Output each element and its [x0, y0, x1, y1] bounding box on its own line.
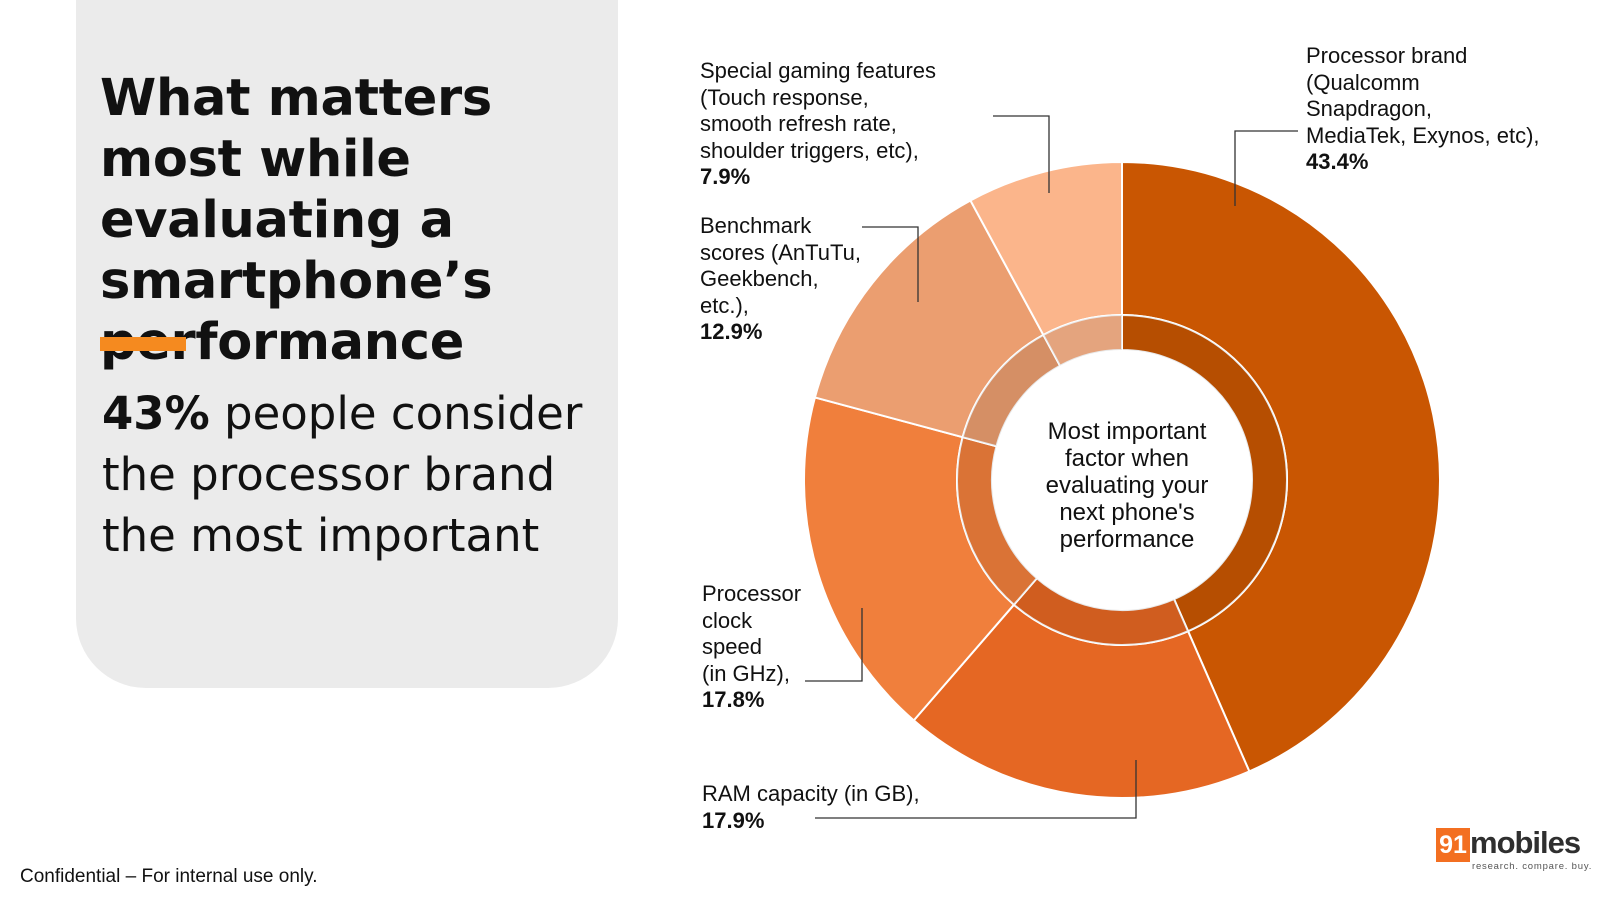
logo-tagline: research. compare. buy. — [1472, 861, 1593, 872]
logo-word: mobiles — [1470, 825, 1581, 860]
accent-divider — [100, 337, 186, 351]
slice-label-name: Special gaming features (Touch response,… — [700, 58, 937, 163]
donut-inner-shade — [1122, 315, 1287, 632]
slice-label-name: RAM capacity (in GB), — [702, 781, 920, 806]
slice-label-name: Benchmark scores (AnTuTu, Geekbench, etc… — [700, 213, 861, 318]
confidential-note: Confidential – For internal use only. — [20, 866, 318, 887]
donut-slice-inner-processor-brand — [1121, 313, 1288, 633]
slice-label-name: Processor brand (Qualcomm Snapdragon, Me… — [1306, 43, 1540, 148]
slice-label-value: 7.9% — [700, 164, 751, 189]
slice-label-processor-brand: Processor brand (Qualcomm Snapdragon, Me… — [1306, 43, 1540, 176]
slice-layer — [803, 160, 1441, 799]
slice-label-value: 17.8% — [702, 687, 765, 712]
donut-inner-shade — [1013, 578, 1189, 645]
donut-inner-shade — [962, 334, 1061, 447]
leader-line-processor-brand — [1234, 130, 1298, 206]
slice-label-value: 17.9% — [702, 807, 765, 833]
slice-label-clock-speed: Processor clock speed (in GHz), 17.8% — [702, 581, 801, 714]
donut-slice-inner-gaming-features — [1041, 313, 1123, 368]
key-stat-highlight: 43% — [102, 387, 210, 440]
slice-label-name: Processor clock speed (in GHz), — [702, 581, 802, 686]
leader-line-clock-speed — [805, 608, 863, 682]
leader-line-benchmark-scores — [862, 226, 919, 302]
key-stat: 43% people consider the processor brand … — [102, 383, 602, 566]
slice-label-value: 12.9% — [700, 319, 763, 344]
logo-number: 91 — [1436, 828, 1470, 862]
donut-hole — [993, 351, 1251, 609]
donut-inner-shade — [1043, 315, 1122, 366]
page-title: What matters most while evaluating a sma… — [100, 69, 493, 372]
key-stat-text: people consider the processor brand the … — [102, 387, 583, 562]
leader-line-ram-capacity — [815, 760, 1137, 819]
slice-label-gaming-features: Special gaming features (Touch response,… — [700, 58, 936, 191]
brand-logo: 91 mobiles research. compare. buy. — [1436, 825, 1591, 872]
donut-inner-shade — [956, 437, 1037, 605]
slice-label-value: 43.4% — [1306, 149, 1369, 174]
leader-line-gaming-features — [993, 115, 1050, 193]
connector-layer — [805, 115, 1298, 819]
donut-center-label: Most important factor when evaluating yo… — [1045, 418, 1209, 553]
slice-label-ram-capacity: RAM capacity (in GB), 17.9% — [702, 781, 920, 834]
slice-label-benchmark-scores: Benchmark scores (AnTuTu, Geekbench, etc… — [700, 213, 861, 346]
